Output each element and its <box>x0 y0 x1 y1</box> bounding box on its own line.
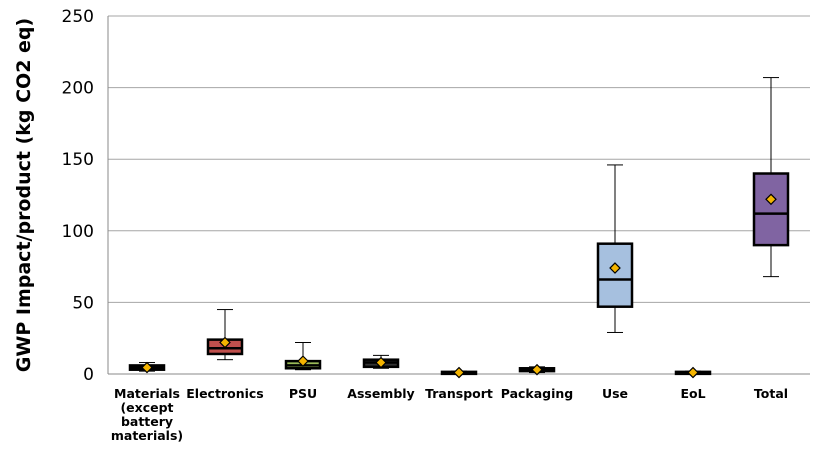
mean-marker <box>453 366 465 379</box>
y-tick-label: 0 <box>83 365 94 385</box>
x-tick-label: EoL <box>680 386 705 401</box>
mean-marker <box>375 356 387 369</box>
boxes <box>128 77 790 379</box>
y-axis-label: GWP Impact/product (kg CO2 eq) <box>13 18 35 372</box>
x-tick-label: Total <box>754 386 788 401</box>
x-tick-label: Use <box>602 386 628 401</box>
x-tick-label: Transport <box>425 386 493 401</box>
mean-marker <box>141 361 153 374</box>
x-tick-label: Assembly <box>347 386 414 401</box>
x-tick-label: Materials (except battery materials) <box>111 386 183 443</box>
y-tick-label: 100 <box>62 222 94 242</box>
box <box>596 242 634 308</box>
x-tick-label: Packaging <box>501 386 574 401</box>
box <box>752 172 790 247</box>
x-axis-ticks: Materials (except battery materials)Electro… <box>111 386 788 443</box>
y-axis-ticks: 0 50 100 150 200 250 <box>62 7 94 385</box>
mean-marker <box>765 193 777 206</box>
mean-marker <box>609 262 621 274</box>
gridlines <box>107 15 810 375</box>
y-tick-label: 150 <box>62 150 94 170</box>
x-tick-label: Electronics <box>186 386 263 401</box>
mean-marker <box>687 366 699 379</box>
mean-marker <box>219 336 231 349</box>
x-tick-label: PSU <box>289 386 317 401</box>
y-tick-label: 200 <box>62 79 94 99</box>
y-tick-label: 50 <box>72 293 94 313</box>
y-tick-label: 250 <box>62 7 94 27</box>
mean-marker <box>531 363 543 376</box>
mean-marker <box>297 355 309 367</box>
